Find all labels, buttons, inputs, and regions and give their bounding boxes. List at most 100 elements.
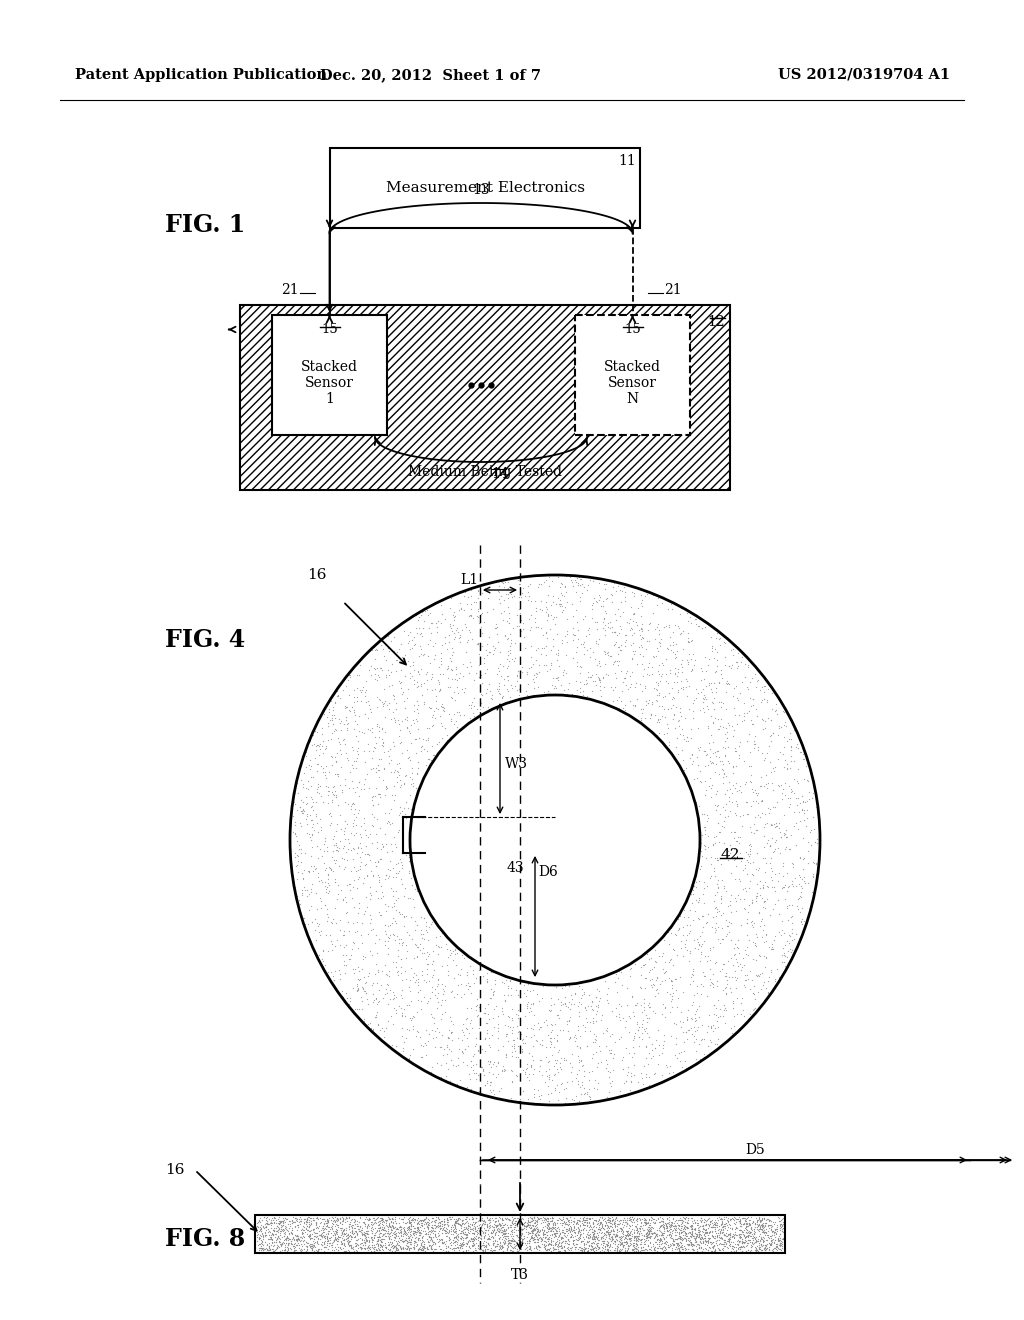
Point bbox=[687, 1020, 703, 1041]
Point bbox=[370, 1206, 386, 1228]
Point bbox=[492, 1208, 508, 1229]
Point bbox=[706, 1216, 722, 1237]
Point bbox=[452, 965, 468, 986]
Point bbox=[251, 1209, 267, 1230]
Point bbox=[663, 697, 679, 718]
Point bbox=[668, 648, 684, 669]
Point bbox=[447, 664, 464, 685]
Point bbox=[333, 1220, 349, 1241]
Point bbox=[385, 923, 401, 944]
Point bbox=[671, 1041, 687, 1063]
Point bbox=[599, 983, 615, 1005]
Point bbox=[504, 1072, 520, 1093]
Point bbox=[410, 718, 426, 739]
Point bbox=[649, 978, 666, 999]
Point bbox=[731, 735, 748, 756]
Point bbox=[524, 994, 541, 1015]
Point bbox=[780, 941, 797, 962]
Point bbox=[529, 1226, 546, 1247]
Point bbox=[500, 1229, 516, 1250]
Point bbox=[724, 966, 740, 987]
Point bbox=[497, 576, 513, 597]
Point bbox=[654, 705, 671, 726]
Point bbox=[504, 1212, 520, 1233]
Point bbox=[496, 1226, 512, 1247]
Point bbox=[364, 1214, 380, 1236]
Point bbox=[395, 1237, 412, 1258]
Point bbox=[317, 830, 334, 851]
Point bbox=[547, 1212, 563, 1233]
Point bbox=[433, 696, 450, 717]
Point bbox=[546, 607, 562, 628]
Point bbox=[328, 1228, 344, 1249]
Point bbox=[742, 1217, 759, 1238]
Point bbox=[581, 623, 597, 644]
Point bbox=[499, 1024, 515, 1045]
Point bbox=[679, 1234, 695, 1255]
Point bbox=[542, 1238, 558, 1259]
Point bbox=[717, 965, 733, 986]
Point bbox=[708, 678, 724, 700]
Point bbox=[397, 709, 414, 730]
Point bbox=[416, 644, 432, 665]
Point bbox=[427, 985, 443, 1006]
Point bbox=[657, 961, 674, 982]
Point bbox=[675, 1206, 691, 1228]
Point bbox=[759, 888, 775, 909]
Point bbox=[330, 1209, 346, 1230]
Point bbox=[455, 1022, 471, 1043]
Point bbox=[498, 1023, 514, 1044]
Point bbox=[553, 1209, 569, 1230]
Point bbox=[481, 1239, 498, 1261]
Point bbox=[515, 1218, 531, 1239]
Point bbox=[605, 1214, 622, 1236]
Point bbox=[562, 1007, 579, 1028]
Point bbox=[572, 1232, 589, 1253]
Point bbox=[389, 1239, 406, 1261]
Point bbox=[726, 944, 742, 965]
Point bbox=[408, 1024, 424, 1045]
Point bbox=[664, 677, 680, 698]
Point bbox=[571, 1076, 588, 1097]
Point bbox=[466, 1229, 482, 1250]
Point bbox=[485, 1233, 502, 1254]
Point bbox=[663, 1218, 679, 1239]
Point bbox=[684, 1217, 700, 1238]
Point bbox=[389, 754, 406, 775]
Point bbox=[350, 730, 367, 751]
Point bbox=[427, 1226, 443, 1247]
Point bbox=[540, 606, 556, 627]
Point bbox=[738, 1225, 755, 1246]
Point bbox=[413, 1233, 429, 1254]
Point bbox=[718, 983, 734, 1005]
Point bbox=[459, 1007, 475, 1028]
Point bbox=[536, 655, 552, 676]
Point bbox=[271, 1218, 288, 1239]
Point bbox=[396, 697, 413, 718]
Point bbox=[486, 1210, 503, 1232]
Point bbox=[321, 1228, 337, 1249]
Point bbox=[505, 1230, 521, 1251]
Point bbox=[542, 1001, 558, 1022]
Point bbox=[703, 1241, 720, 1262]
Point bbox=[349, 1233, 366, 1254]
Point bbox=[422, 697, 438, 718]
Point bbox=[534, 1049, 550, 1071]
Point bbox=[633, 635, 649, 656]
Point bbox=[773, 1214, 790, 1236]
Point bbox=[465, 1220, 481, 1241]
Point bbox=[675, 917, 691, 939]
Point bbox=[419, 1217, 435, 1238]
Point bbox=[687, 649, 703, 671]
Point bbox=[346, 1212, 362, 1233]
Point bbox=[599, 1236, 615, 1257]
Point bbox=[594, 1226, 610, 1247]
Point bbox=[750, 804, 766, 825]
Point bbox=[707, 1220, 723, 1241]
Point bbox=[472, 593, 488, 614]
Point bbox=[772, 1216, 788, 1237]
Point bbox=[301, 1214, 317, 1236]
Point bbox=[434, 696, 451, 717]
Point bbox=[770, 1229, 786, 1250]
Point bbox=[767, 1220, 783, 1241]
